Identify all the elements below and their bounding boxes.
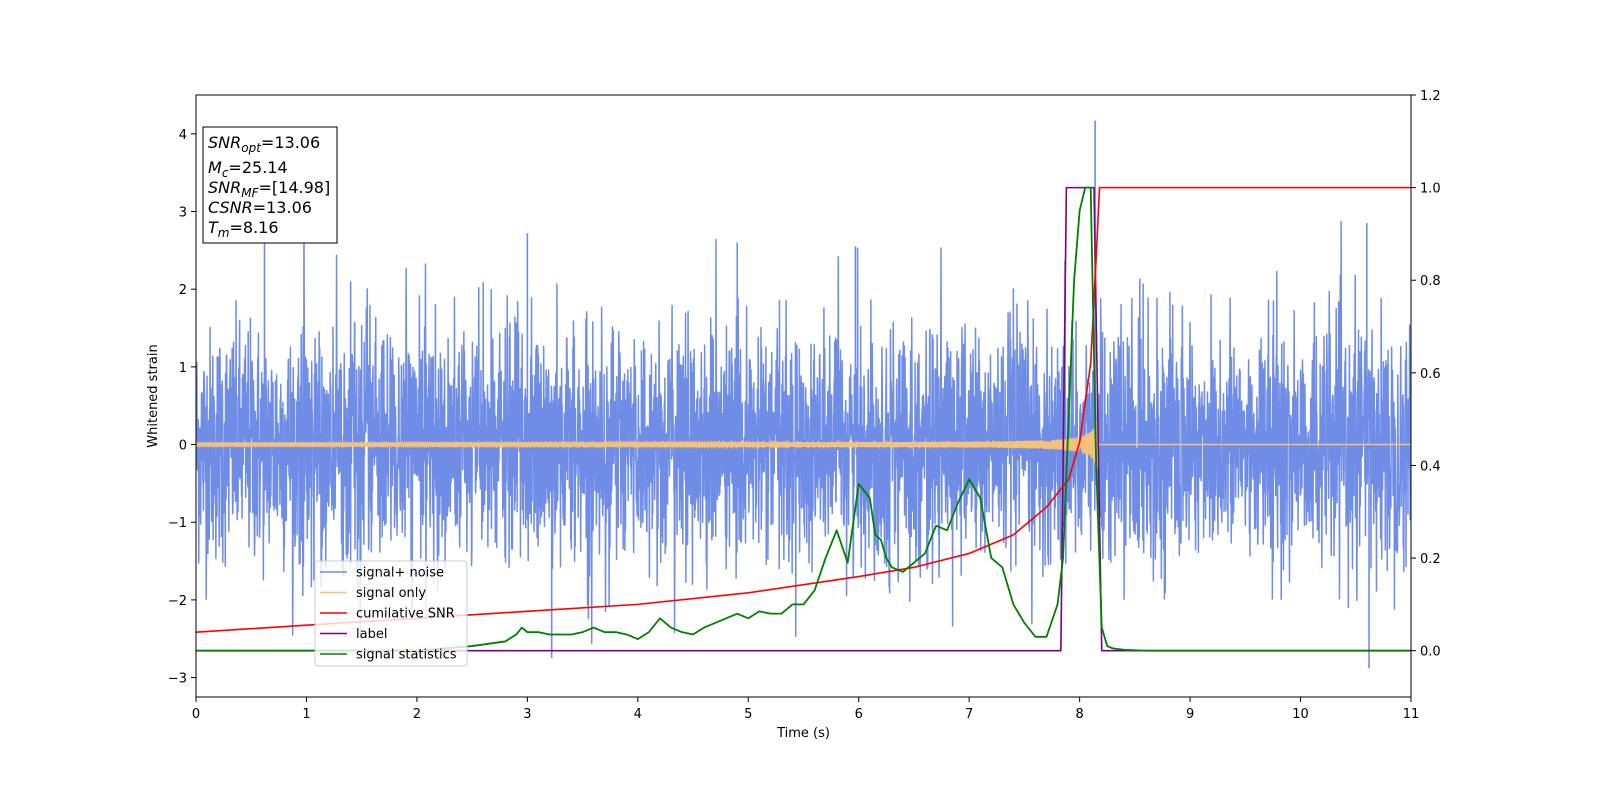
y-left-tick-label: −2 [168,594,187,609]
info-csnr: CSNR=13.06 [208,198,312,217]
legend-label: signal+ noise [356,566,444,581]
signal-noise-series [196,120,1411,669]
legend-label: signal only [356,586,426,601]
x-axis: 0 1 2 3 4 5 6 7 8 9 10 11 [192,697,1419,722]
x-tick-label: 6 [855,707,863,722]
y-left-tick-label: 3 [179,206,187,221]
y-left-tick-label: −3 [168,672,187,687]
info-snr-opt: SNRopt=13.06 [208,133,320,155]
x-tick-label: 0 [192,707,200,722]
x-tick-label: 9 [1186,707,1194,722]
right-y-axis: 0.0 0.2 0.4 0.6 0.8 1.0 1.2 [1411,89,1441,660]
right-axis-series [196,186,1411,652]
x-tick-label: 1 [302,707,310,722]
signal-noise-line [196,220,1411,644]
y-left-tick-label: −1 [168,516,187,531]
x-tick-label: 11 [1403,707,1420,722]
y-left-tick-label: 4 [179,128,187,143]
left-y-axis: −3 −2 −1 0 1 2 3 4 [168,128,196,687]
y-right-tick-label: 1.0 [1420,182,1441,197]
y-left-tick-label: 0 [179,439,187,454]
y-axis-label: Whitened strain [146,344,161,447]
signal-statistics-line [196,186,1411,652]
legend-label: cumilative SNR [356,607,455,622]
y-left-tick-label: 1 [179,361,187,376]
x-tick-label: 3 [523,707,531,722]
x-tick-label: 7 [965,707,973,722]
legend-label: signal statistics [356,648,457,663]
axes-frame [195,94,1412,698]
signal-only-line [196,420,1411,469]
y-right-tick-label: 1.2 [1420,89,1441,104]
legend-frame [314,560,468,667]
x-tick-label: 5 [744,707,752,722]
cumulative-snr-line [196,186,1411,633]
info-box: SNRopt=13.06 Mc=25.14 SNRMF=[14.98] CSNR… [202,126,338,244]
legend-label: label [356,627,387,642]
x-tick-label: 4 [634,707,642,722]
x-tick-label: 8 [1075,707,1083,722]
signal-only-series [196,420,1411,469]
y-right-tick-label: 0.4 [1420,459,1441,474]
y-left-tick-label: 2 [179,283,187,298]
y-right-tick-label: 0.0 [1420,645,1441,660]
x-tick-label: 10 [1292,707,1309,722]
info-tm: Tm=8.16 [208,218,279,240]
x-axis-label: Time (s) [776,726,830,741]
x-tick-label: 2 [413,707,421,722]
legend: signal+ noise signal only cumilative SNR la… [314,560,468,667]
y-right-tick-label: 0.2 [1420,552,1441,567]
y-right-tick-label: 0.8 [1420,274,1441,289]
info-box-frame [202,126,338,244]
info-mc: Mc=25.14 [208,158,288,180]
info-snr-mf: SNRMF=[14.98] [208,178,330,200]
y-right-tick-label: 0.6 [1420,367,1441,382]
